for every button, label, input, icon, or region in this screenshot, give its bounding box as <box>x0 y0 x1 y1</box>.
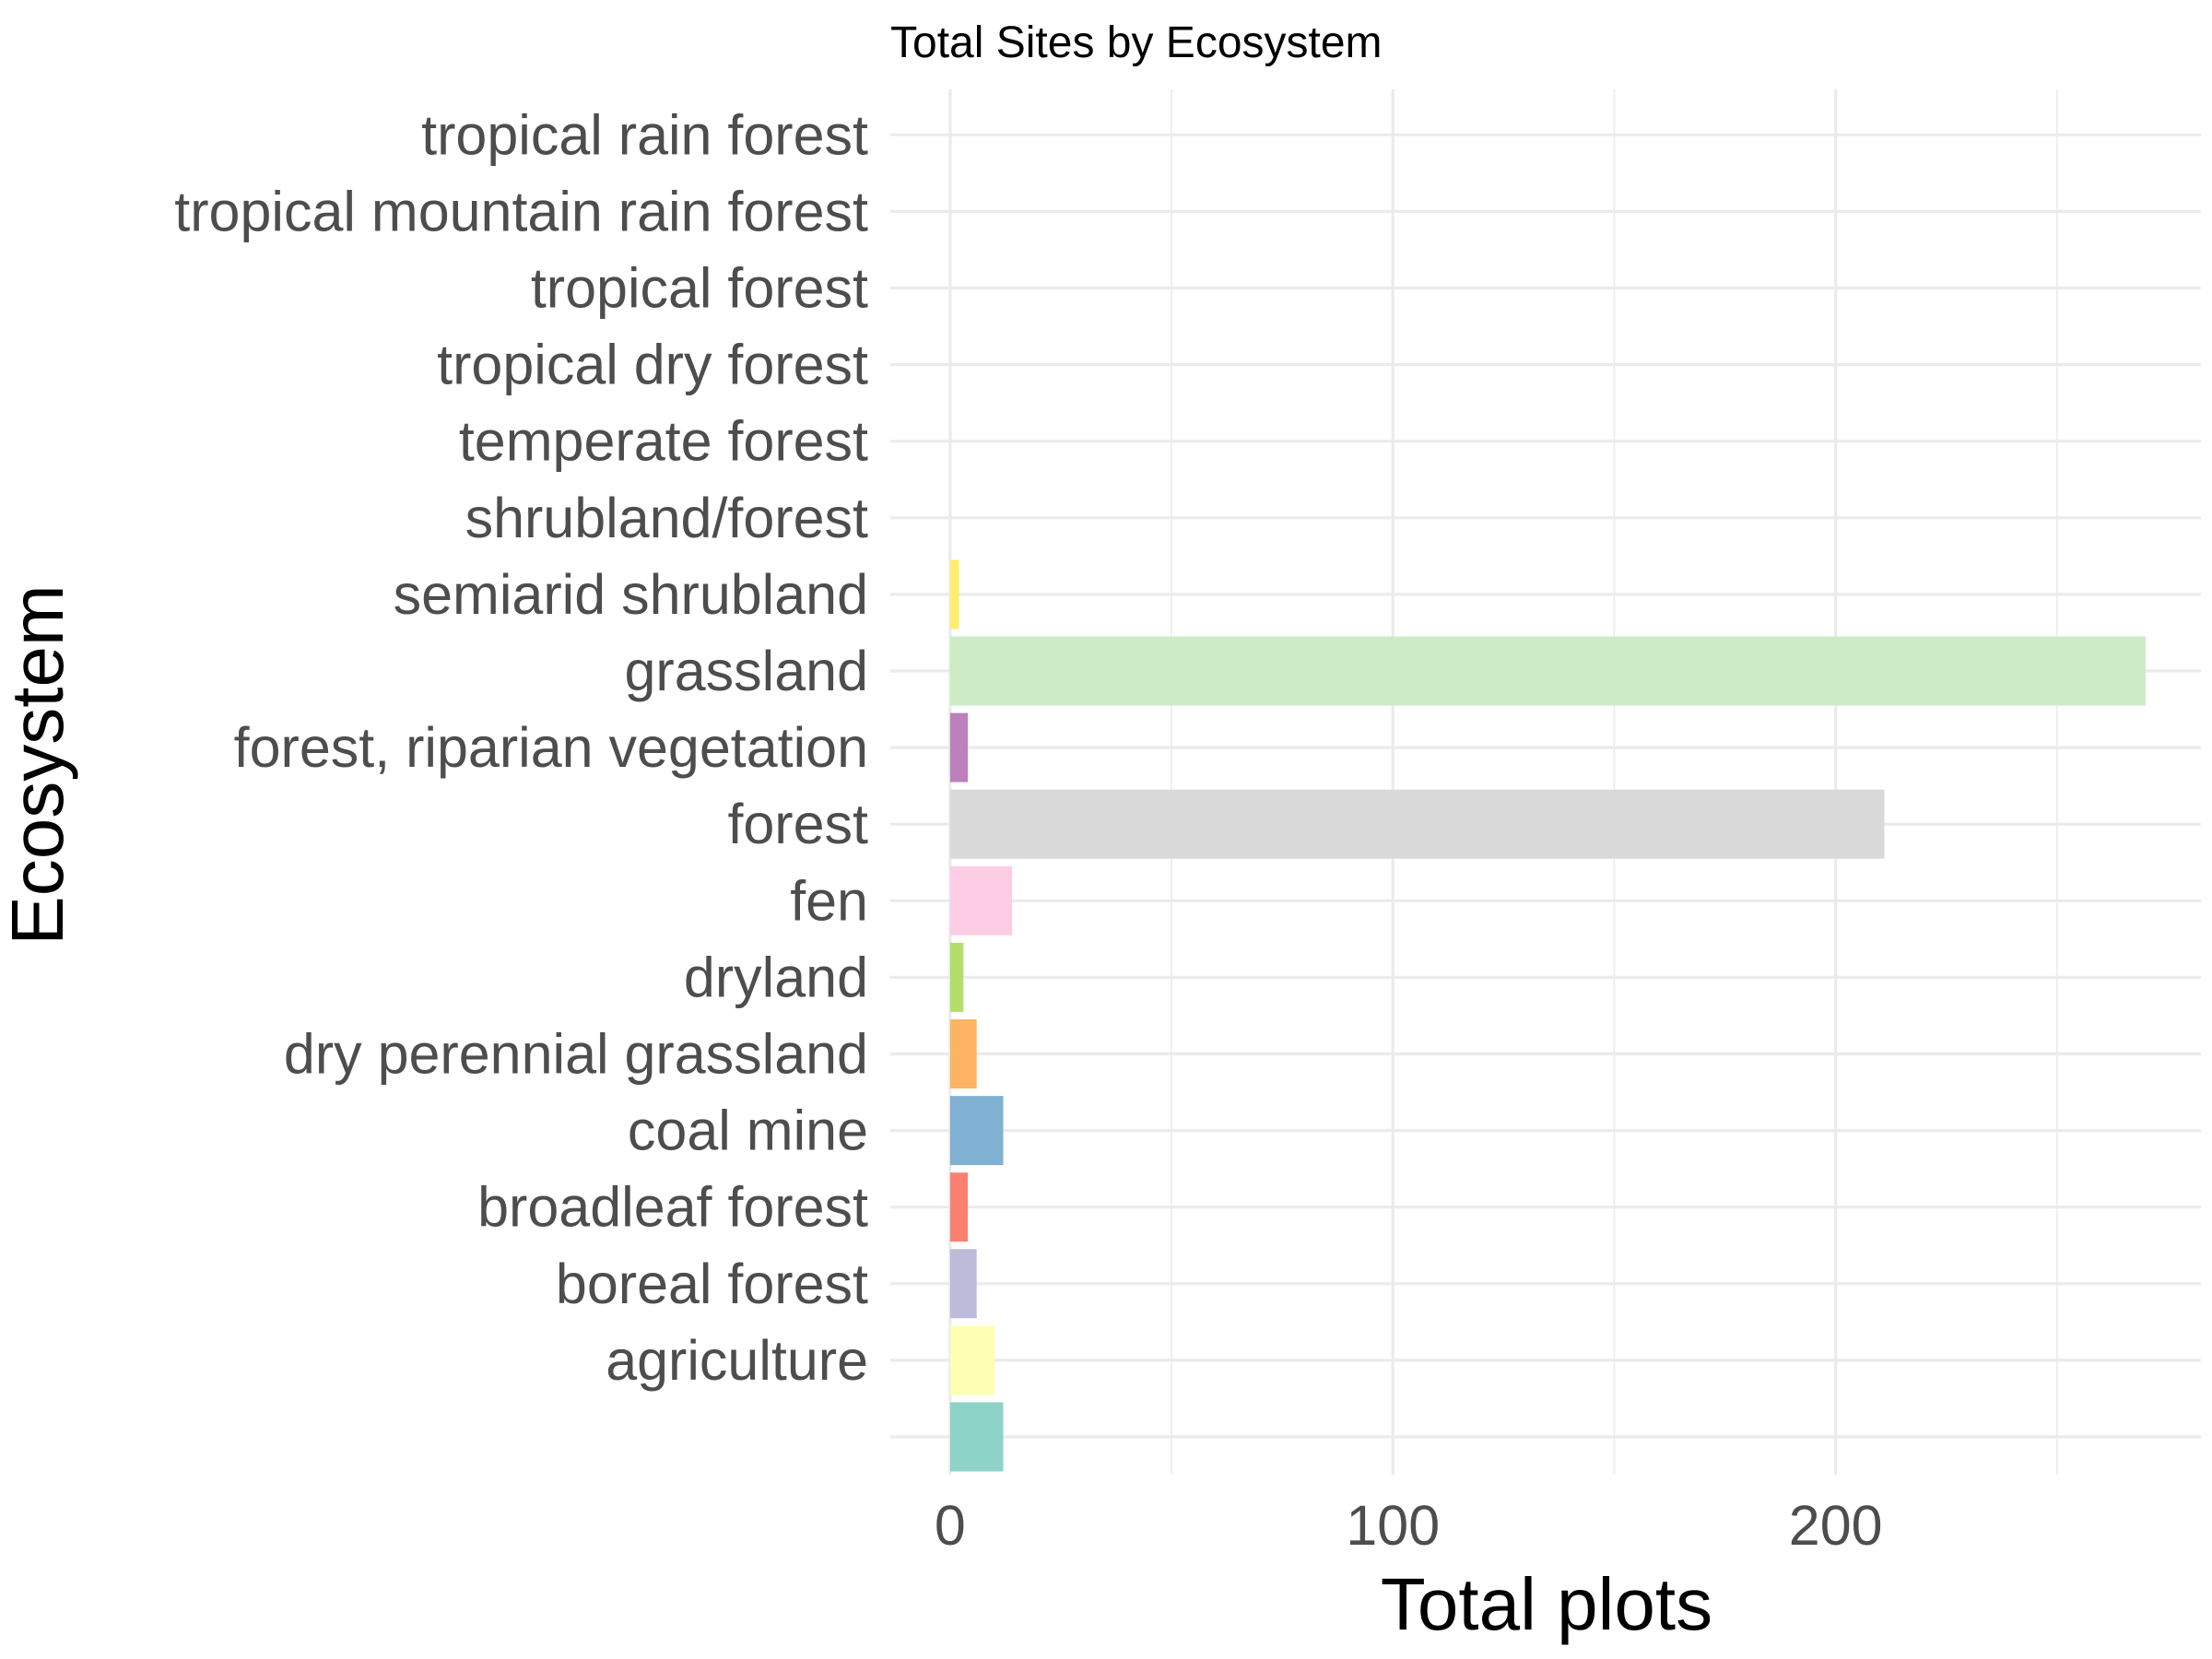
y-axis-title: Ecosystem <box>0 584 78 945</box>
bars-layer <box>949 559 2146 1472</box>
bar <box>949 942 964 1012</box>
y-tick-label: forest <box>727 793 868 855</box>
y-tick-label: tropical dry forest <box>437 334 868 396</box>
y-tick-label: dryland <box>684 946 868 1008</box>
bar <box>949 865 1013 935</box>
y-tick-label: tropical rain forest <box>421 103 868 166</box>
y-tick-label: fen <box>790 869 868 932</box>
x-axis-title: Total plots <box>1381 1563 1712 1645</box>
x-tick-label: 200 <box>1789 1494 1883 1557</box>
y-tick-labels: agriculture boreal forest broadleaf forest… <box>174 103 868 1392</box>
bar <box>949 636 2146 706</box>
bar <box>949 1325 994 1395</box>
bar <box>949 1249 977 1319</box>
y-tick-label: grassland <box>625 640 869 702</box>
bar <box>949 712 969 782</box>
chart-title: Total Sites by Ecosystem <box>890 18 1382 67</box>
y-tick-label: coal mine <box>628 1100 868 1162</box>
bar <box>949 1402 1004 1472</box>
bar <box>949 789 1885 859</box>
x-tick-labels: 0 100 200 <box>935 1494 1883 1557</box>
bar <box>949 1096 1004 1166</box>
y-tick-label: shrubland/forest <box>465 487 868 549</box>
y-tick-label: boreal forest <box>556 1253 868 1315</box>
bar <box>949 1019 977 1088</box>
bar <box>949 559 959 629</box>
y-tick-label: semiarid shrubland <box>394 563 868 626</box>
bar <box>949 1172 969 1242</box>
y-tick-label: agriculture <box>606 1329 868 1392</box>
x-tick-label: 100 <box>1346 1494 1440 1557</box>
y-tick-label: tropical forest <box>531 257 868 320</box>
x-tick-label: 0 <box>935 1494 966 1557</box>
grid-layer <box>890 89 2201 1475</box>
y-tick-label: forest, riparian vegetation <box>234 716 868 779</box>
y-tick-label: tropical mountain rain forest <box>174 180 868 242</box>
y-tick-label: broadleaf forest <box>477 1176 868 1239</box>
y-tick-label: dry perennial grassland <box>284 1023 868 1086</box>
y-tick-label: temperate forest <box>459 410 868 473</box>
